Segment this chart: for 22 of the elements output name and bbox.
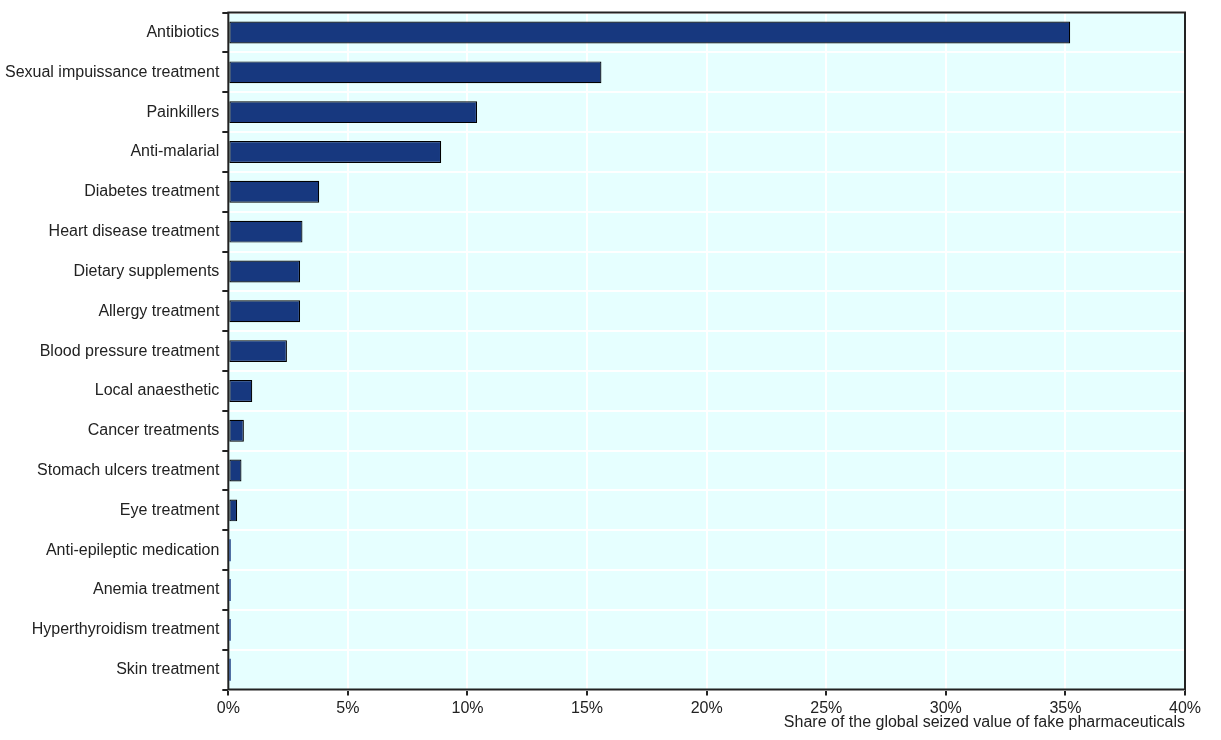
y-tick-label: Anemia treatment [93,580,220,598]
y-tick-label: Diabetes treatment [84,182,220,200]
y-tick-label: Local anaesthetic [94,381,220,399]
y-tick-label: Heart disease treatment [48,222,220,240]
y-tick-label: Skin treatment [116,660,220,678]
y-tick-label: Painkillers [146,102,220,120]
y-tick-label: Hyperthyroidism treatment [31,620,220,638]
y-tick-label: Anti-epileptic medication [45,540,220,558]
y-tick-label: Stomach ulcers treatment [37,460,220,478]
x-tick-label: 0% [216,698,240,716]
x-tick-label: 15% [571,698,604,716]
y-tick-label: Antibiotics [146,22,220,40]
x-tick-label: 5% [336,698,360,716]
y-tick-label: Blood pressure treatment [39,341,220,359]
y-tick-label: Anti-malarial [130,142,220,160]
y-tick-label: Sexual impuissance treatment [5,62,220,80]
y-tick-label: Eye treatment [119,500,220,518]
y-tick-label: Dietary supplements [73,261,220,279]
y-tick-label: Cancer treatments [87,421,220,439]
y-tick-label: Allergy treatment [98,301,220,319]
x-tick-label: 20% [690,698,723,716]
x-tick-label: 10% [451,698,484,716]
